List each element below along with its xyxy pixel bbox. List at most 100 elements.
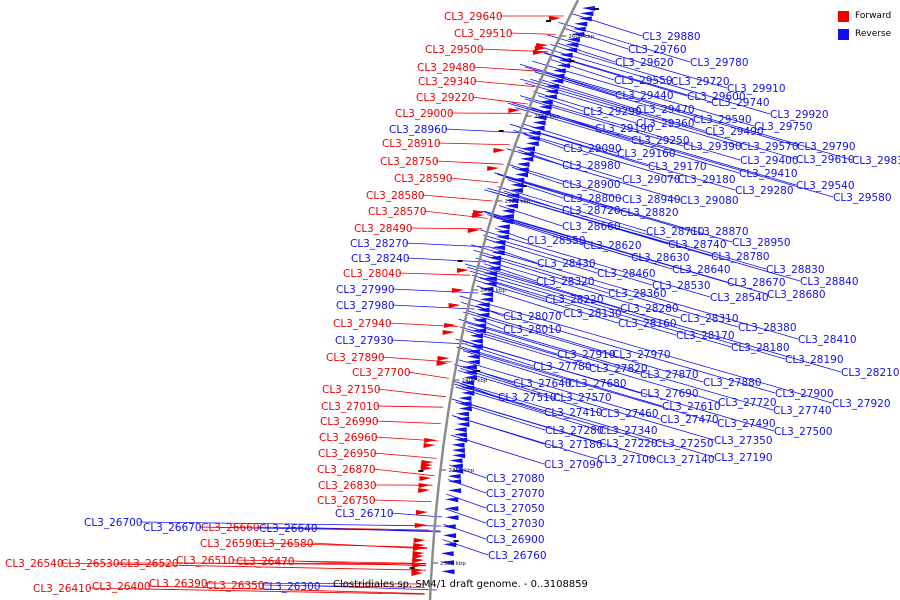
forward-label-cl3-26470: CL3_26470 — [236, 556, 295, 568]
reverse-connector — [538, 78, 637, 110]
kbp-tick-label: 2350 kbp — [448, 468, 474, 474]
forward-gene-mark — [452, 288, 465, 293]
reverse-connector — [483, 210, 728, 283]
forward-gene-mark — [457, 268, 470, 273]
reverse-label-cl3-28830: CL3_28830 — [766, 264, 825, 276]
reverse-label-cl3-27780: CL3_27780 — [533, 361, 592, 373]
reverse-gene-mark — [550, 78, 564, 84]
forward-gene-mark — [444, 323, 457, 328]
forward-connector — [372, 499, 432, 502]
forward-gene-mark — [487, 166, 500, 171]
minor-mark — [475, 370, 481, 372]
reverse-connector — [464, 321, 641, 375]
reverse-label-cl3-27080: CL3_27080 — [486, 473, 545, 485]
forward-label-cl3-26950: CL3_26950 — [318, 448, 377, 460]
forward-connector — [147, 585, 425, 594]
reverse-label-cl3-27180: CL3_27180 — [544, 439, 603, 451]
reverse-connector — [509, 123, 736, 191]
reverse-label-cl3-29580: CL3_29580 — [833, 192, 892, 204]
reverse-label-cl3-28240: CL3_28240 — [351, 253, 410, 265]
reverse-gene-mark — [509, 188, 523, 193]
reverse-connector — [484, 189, 801, 282]
reverse-connector — [488, 246, 538, 264]
forward-gene-mark — [418, 488, 431, 493]
reverse-label-cl3-29360: CL3_29360 — [636, 118, 695, 130]
reverse-label-cl3-28530: CL3_28530 — [652, 280, 711, 292]
reverse-label-cl3-29250: CL3_29250 — [631, 135, 690, 147]
reverse-gene-mark — [466, 349, 480, 355]
reverse-label-cl3-29760: CL3_29760 — [628, 44, 687, 56]
reverse-gene-mark — [516, 162, 530, 167]
reverse-gene-mark — [466, 354, 480, 360]
reverse-label-cl3-26670: CL3_26670 — [143, 522, 202, 534]
forward-label-cl3-26750: CL3_26750 — [317, 495, 376, 507]
reverse-gene-mark — [566, 37, 580, 43]
reverse-connector — [477, 265, 621, 309]
reverse-connector — [484, 263, 537, 282]
reverse-label-cl3-27920: CL3_27920 — [832, 398, 891, 410]
reverse-connector — [446, 493, 487, 509]
reverse-connector — [483, 234, 653, 286]
reverse-label-cl3-28740: CL3_28740 — [668, 239, 727, 251]
kbp-tick-label: 2550 kbp — [534, 114, 560, 120]
reverse-label-cl3-28940: CL3_28940 — [622, 194, 681, 206]
forward-gene-mark — [415, 510, 428, 515]
reverse-label-cl3-26300: CL3_26300 — [262, 581, 321, 593]
forward-gene-mark — [414, 523, 427, 528]
reverse-label-cl3-28670: CL3_28670 — [727, 277, 786, 289]
forward-label-cl3-29640: CL3_29640 — [444, 11, 503, 23]
reverse-label-cl3-28220: CL3_28220 — [545, 294, 604, 306]
kbp-tick-label: 2450 kbp — [480, 288, 506, 294]
reverse-label-cl3-28460: CL3_28460 — [597, 268, 656, 280]
forward-connector — [255, 542, 428, 548]
reverse-connector — [481, 210, 768, 295]
forward-gene-mark — [413, 546, 426, 551]
reverse-label-cl3-27610: CL3_27610 — [662, 401, 721, 413]
reverse-gene-mark — [510, 182, 524, 188]
minor-mark — [569, 60, 575, 62]
forward-label-cl3-28750: CL3_28750 — [380, 156, 439, 168]
reverse-gene-mark — [527, 130, 541, 136]
reverse-label-cl3-27350: CL3_27350 — [714, 435, 773, 447]
reverse-gene-mark — [473, 318, 487, 323]
forward-connector — [473, 80, 535, 87]
reverse-gene-mark — [495, 234, 509, 240]
reverse-gene-mark — [461, 380, 475, 386]
minor-mark — [498, 130, 504, 132]
reverse-connector — [465, 330, 590, 369]
reverse-gene-mark — [496, 224, 510, 230]
legend-reverse: Reverse — [838, 27, 891, 41]
reverse-gene-mark — [453, 432, 467, 438]
reverse-connector — [498, 205, 563, 227]
reverse-label-cl3-28660: CL3_28660 — [562, 221, 621, 233]
reverse-label-cl3-27100: CL3_27100 — [597, 454, 656, 466]
legend-reverse-label: Reverse — [855, 29, 892, 39]
forward-label-cl3-26410: CL3_26410 — [33, 583, 92, 595]
reverse-connector — [391, 304, 475, 310]
reverse-connector — [497, 173, 691, 232]
reverse-gene-mark — [469, 333, 483, 339]
forward-connector — [398, 272, 471, 276]
reverse-connector — [524, 133, 564, 149]
reverse-label-cl3-29410: CL3_29410 — [739, 168, 798, 180]
reverse-label-cl3-29740: CL3_29740 — [711, 97, 770, 109]
forward-gene-mark — [419, 476, 432, 481]
forward-connector — [375, 420, 441, 424]
reverse-gene-mark — [461, 390, 475, 396]
reverse-connector — [530, 78, 706, 132]
reverse-label-cl3-27190: CL3_27190 — [714, 452, 773, 464]
reverse-gene-mark — [488, 255, 502, 261]
forward-label-cl3-26510: CL3_26510 — [176, 555, 235, 567]
forward-connector — [116, 562, 426, 564]
forward-label-cl3-28570: CL3_28570 — [368, 206, 427, 218]
kbp-tick-label: 2500 kbp — [504, 199, 530, 205]
forward-label-cl3-28590: CL3_28590 — [394, 173, 453, 185]
forward-connector — [372, 468, 435, 477]
reverse-connector — [532, 60, 755, 127]
kbp-ticks: 2600 kbp 2550 kbp 2500 kbp 2450 kbp 2400 kbp… — [432, 34, 595, 567]
forward-connector — [204, 582, 425, 585]
forward-label-cl3-26530: CL3_26530 — [61, 558, 120, 570]
reverse-label-cl3-29570: CL3_29570 — [740, 141, 799, 153]
forward-connector — [407, 371, 449, 379]
reverse-connector — [391, 288, 479, 294]
